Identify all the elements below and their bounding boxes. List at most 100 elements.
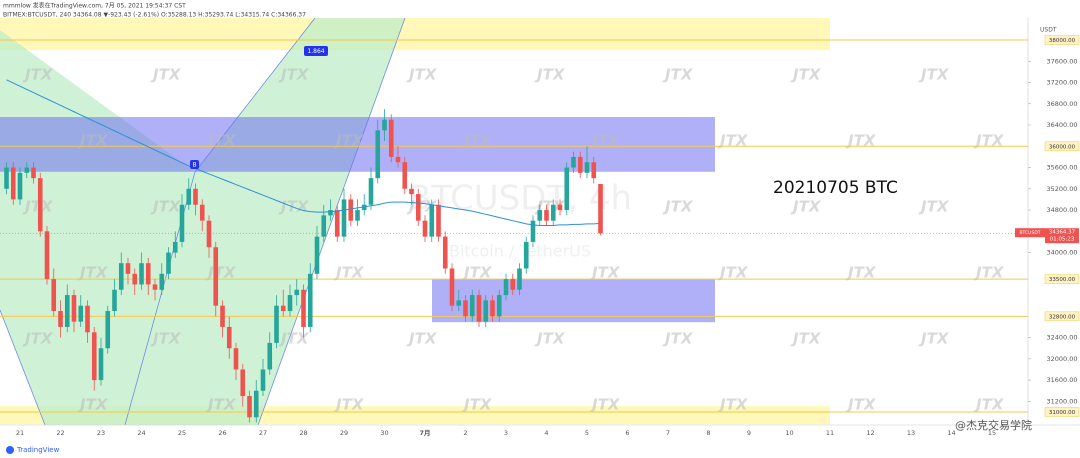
level-label: 31000.00 bbox=[1049, 410, 1076, 416]
brand-watermark: JTX bbox=[662, 66, 694, 84]
candle-body bbox=[314, 236, 320, 274]
x-tick-label: 15 bbox=[988, 429, 996, 437]
brand-watermark: JTX bbox=[278, 66, 310, 84]
candle-body bbox=[112, 289, 117, 312]
x-tick-label: 24 bbox=[137, 429, 145, 437]
watermarks: BTCUSDT, 4h Bitcoin / TetherUS JTX JTX JTX JT… bbox=[22, 66, 1005, 414]
level-label: 36000.00 bbox=[1049, 144, 1076, 150]
brand-watermark: JTX bbox=[790, 66, 822, 84]
brand-watermark: JTX bbox=[150, 330, 182, 348]
candle-body bbox=[321, 215, 327, 237]
candle-body bbox=[267, 342, 273, 370]
brand-watermark: JTX bbox=[461, 132, 493, 150]
watermark: BTCUSDT, 4h bbox=[408, 179, 632, 219]
candle-body bbox=[125, 263, 131, 274]
brand-watermark: JTX bbox=[22, 66, 54, 84]
point-badge bbox=[190, 160, 199, 169]
candle-body bbox=[193, 188, 198, 205]
x-tick-label: 29 bbox=[340, 429, 348, 437]
candle-body bbox=[37, 178, 43, 232]
candle-body bbox=[577, 156, 583, 173]
brand-watermark: JTX bbox=[790, 330, 822, 348]
x-tick-label: 6 bbox=[625, 429, 629, 437]
y-tick-label: 31200.00 bbox=[1046, 397, 1077, 405]
candle-body bbox=[247, 396, 252, 418]
candle-body bbox=[91, 332, 97, 381]
candle-body bbox=[287, 295, 293, 312]
brand-watermark: JTX bbox=[406, 66, 438, 84]
candle-body bbox=[213, 247, 219, 306]
candle-body bbox=[294, 289, 300, 296]
level-tag bbox=[1044, 35, 1080, 45]
candle-body bbox=[530, 220, 536, 242]
brand-watermark: JTX bbox=[717, 132, 749, 150]
level-label: 33500.00 bbox=[1049, 277, 1076, 283]
candle-body bbox=[429, 204, 435, 237]
candle-body bbox=[64, 295, 70, 327]
candle-body bbox=[382, 119, 387, 131]
candle-body bbox=[537, 210, 543, 221]
candle-body bbox=[71, 295, 77, 322]
y-tick-label: 34800.00 bbox=[1046, 206, 1077, 214]
brand-watermark: JTX bbox=[973, 264, 1005, 282]
x-tick-label: 13 bbox=[907, 429, 915, 437]
candle-body bbox=[368, 178, 374, 205]
pattern-line bbox=[124, 17, 316, 426]
level-label: 32800.00 bbox=[1049, 314, 1076, 320]
header-line: mmmlow 发表在TradingView.com, 7月 05, 2021 1… bbox=[3, 2, 186, 10]
brand-watermark: JTX bbox=[845, 264, 877, 282]
level-label: 38000.00 bbox=[1049, 38, 1076, 44]
zone bbox=[0, 18, 830, 51]
candle-body bbox=[402, 162, 408, 189]
candle-body bbox=[166, 252, 171, 274]
moving-average bbox=[6, 79, 601, 226]
candle-body bbox=[469, 295, 475, 317]
price-axis bbox=[1028, 18, 1080, 425]
candle-body bbox=[31, 167, 36, 179]
brand-watermark: JTX bbox=[77, 132, 109, 150]
candle-body bbox=[571, 156, 576, 168]
candle-body bbox=[375, 130, 381, 179]
annotation: 20210705 BTC bbox=[773, 178, 898, 198]
last-price-tag bbox=[1045, 228, 1079, 244]
brand-watermark: JTX bbox=[205, 264, 237, 282]
y-tick-label: 34000.00 bbox=[1046, 249, 1077, 257]
level-tag bbox=[1044, 141, 1080, 152]
x-tick-label: 8 bbox=[706, 429, 710, 437]
pattern-line bbox=[0, 309, 46, 426]
brand-watermark: JTX bbox=[77, 396, 109, 414]
header-line: BITMEX:BTCUSDT, 240 34364.08 ▼-923.43 (-… bbox=[3, 12, 306, 19]
y-tick-label: 32000.00 bbox=[1046, 355, 1077, 363]
y-tick-label: 35600.00 bbox=[1046, 164, 1077, 172]
axis: 38000.00 36000.00 33500.00 32800.00 31000.00… bbox=[16, 35, 1080, 437]
candle-body bbox=[496, 295, 502, 317]
last-price-tag bbox=[1015, 228, 1045, 238]
candle-body bbox=[361, 204, 367, 211]
candle-body bbox=[355, 210, 360, 221]
level-tag bbox=[1044, 274, 1080, 284]
candle-body bbox=[105, 311, 111, 349]
brand-watermark: JTX bbox=[662, 330, 694, 348]
candle-body bbox=[199, 204, 205, 221]
candle-body bbox=[172, 241, 178, 253]
x-tick-label: 28 bbox=[299, 429, 307, 437]
candle-body bbox=[517, 268, 522, 290]
last-price-name: BTCUSDT bbox=[1019, 230, 1040, 236]
brand-watermark: JTX bbox=[973, 396, 1005, 414]
candle-body bbox=[179, 204, 185, 242]
candle-body bbox=[476, 295, 482, 322]
candle-body bbox=[17, 172, 23, 200]
footer bbox=[0, 442, 1080, 458]
candle-body bbox=[226, 326, 232, 349]
candle-body bbox=[544, 210, 549, 221]
candle-body bbox=[523, 241, 529, 269]
y-tick-label: 32400.00 bbox=[1046, 334, 1077, 342]
y-tick-label: 36800.00 bbox=[1046, 100, 1077, 108]
candle-body bbox=[4, 167, 9, 189]
candle-body bbox=[436, 204, 441, 237]
x-tick-label: 25 bbox=[178, 429, 186, 437]
x-tick-label: 7月 bbox=[419, 429, 430, 437]
candle-body bbox=[584, 162, 590, 173]
brand-watermark: JTX bbox=[589, 132, 621, 150]
watermark: Bitcoin / TetherUS bbox=[449, 242, 591, 261]
